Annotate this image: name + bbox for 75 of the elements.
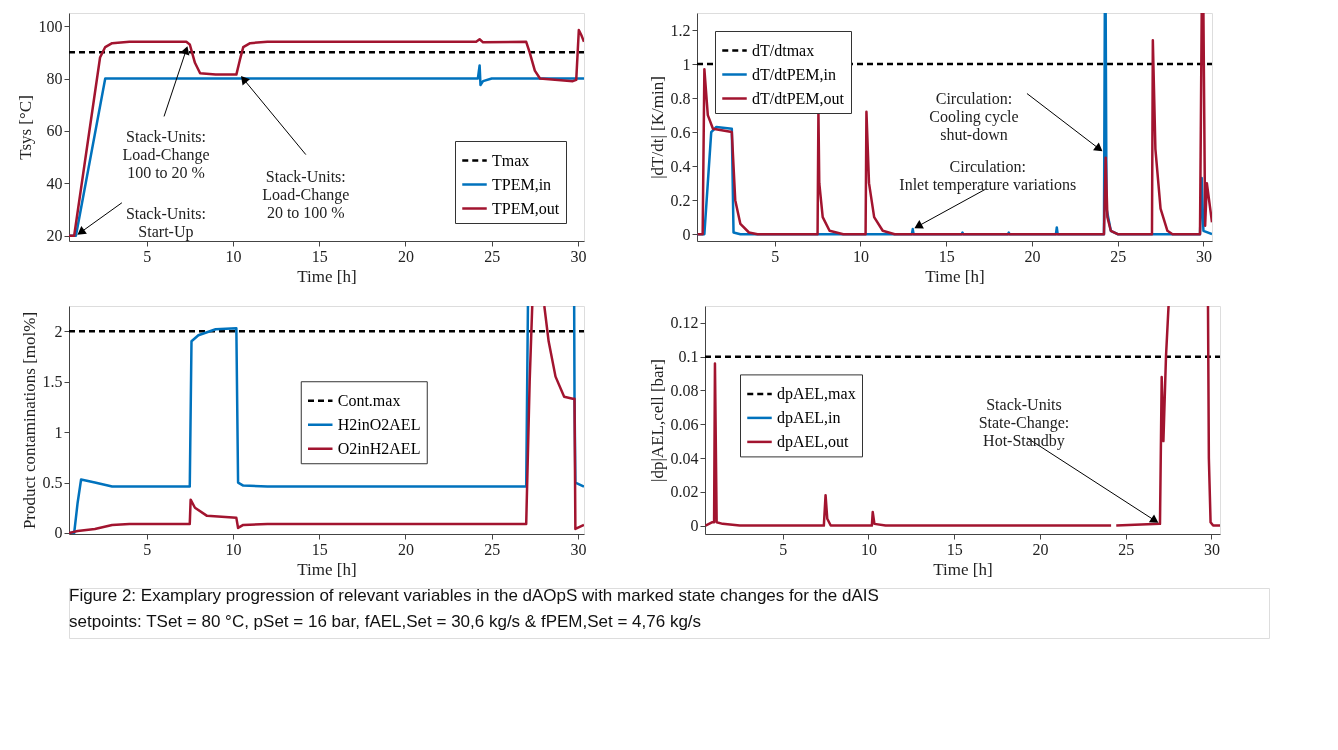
y-tick-label: 0 bbox=[682, 225, 691, 243]
x-axis-title: Time [h] bbox=[297, 559, 357, 579]
legend-label: Cont.max bbox=[337, 391, 401, 409]
y-tick-label: 0.08 bbox=[670, 381, 699, 399]
x-tick-label: 20 bbox=[1032, 540, 1049, 558]
x-tick-label: 10 bbox=[225, 540, 242, 558]
y-tick-label: 1 bbox=[682, 55, 691, 73]
legend-label: TPEM,out bbox=[492, 199, 560, 217]
legend-label: TPEM,in bbox=[492, 175, 552, 193]
x-tick-label: 30 bbox=[570, 540, 587, 558]
y-tick-label: 20 bbox=[46, 227, 63, 245]
y-tick-label: 0.4 bbox=[670, 157, 691, 175]
x-tick-label: 30 bbox=[1203, 540, 1220, 558]
y-tick-label: 0.5 bbox=[42, 474, 63, 492]
y-tick-label: 0.12 bbox=[670, 314, 699, 332]
x-tick-label: 25 bbox=[1110, 247, 1127, 265]
y-axis-title: Product contaminations [mol%] bbox=[19, 311, 39, 530]
legend-label: dT/dtPEM,out bbox=[752, 89, 845, 107]
caption: Figure 2: Examplary progression of relevant variables in the dAOpS with marked state changes for the dAIS setpoints: TSet = 80 °C, pSet = 16 bar, fAEL,Set = 30,6 kg/s & fPEM,Set = 4,76 kg/s bbox=[69, 586, 879, 631]
annotation: Stack-Units State-Change: Hot-Standby bbox=[978, 395, 1070, 450]
y-tick-label: 1.5 bbox=[42, 373, 63, 391]
x-tick-label: 15 bbox=[311, 247, 328, 265]
y-tick-label: 0 bbox=[54, 524, 63, 542]
annotation: Circulation: Cooling cycle shut-down bbox=[929, 89, 1019, 143]
y-tick-label: 60 bbox=[46, 122, 63, 140]
annotation: Stack-Units: Start-Up bbox=[125, 204, 206, 241]
y-tick-label: 0.6 bbox=[670, 123, 691, 141]
y-tick-label: 100 bbox=[38, 17, 63, 35]
x-tick-label: 20 bbox=[397, 540, 414, 558]
y-tick-label: 0.2 bbox=[670, 191, 691, 209]
x-axis-title: Time [h] bbox=[297, 266, 357, 286]
y-tick-label: 40 bbox=[46, 174, 63, 192]
y-tick-label: 0.06 bbox=[670, 415, 699, 433]
x-tick-label: 30 bbox=[570, 247, 587, 265]
x-tick-label: 10 bbox=[852, 247, 869, 265]
x-tick-label: 10 bbox=[225, 247, 242, 265]
legend-label: H2inO2AEL bbox=[337, 415, 421, 433]
legend-label: Tmax bbox=[492, 151, 530, 169]
y-axis-title: Tsys [°C] bbox=[15, 95, 35, 160]
x-tick-label: 5 bbox=[143, 247, 152, 265]
y-tick-label: 0 bbox=[690, 517, 699, 535]
legend-label: O2inH2AEL bbox=[337, 439, 421, 457]
x-tick-label: 25 bbox=[1118, 540, 1135, 558]
ref-line-label: dT/dtmax bbox=[752, 41, 815, 59]
legend-label: dpAEL,out bbox=[777, 432, 850, 451]
annotation: Circulation: Inlet temperature variations bbox=[899, 158, 1077, 195]
y-axis-title: |dT/dt| [K/min] bbox=[647, 76, 667, 179]
x-tick-label: 30 bbox=[1195, 247, 1212, 265]
legend-label: dpAEL,in bbox=[777, 408, 841, 427]
y-tick-label: 0.8 bbox=[670, 89, 691, 107]
annotation: Stack-Units: Load-Change 20 to 100 % bbox=[262, 167, 350, 221]
x-tick-label: 5 bbox=[771, 247, 780, 265]
y-axis-title: |dp|AEL,cell [bar] bbox=[647, 359, 667, 482]
x-axis-title: Time [h] bbox=[925, 266, 985, 286]
x-tick-label: 25 bbox=[484, 247, 501, 265]
y-tick-label: 1.2 bbox=[670, 21, 691, 39]
y-tick-label: 80 bbox=[46, 70, 63, 88]
x-tick-label: 5 bbox=[143, 540, 152, 558]
annotation: Stack-Units: Load-Change 100 to 20 % bbox=[122, 128, 210, 182]
y-tick-label: 0.04 bbox=[670, 449, 699, 467]
x-tick-label: 5 bbox=[779, 540, 788, 558]
x-tick-label: 25 bbox=[484, 540, 501, 558]
y-tick-label: 2 bbox=[54, 322, 63, 340]
y-tick-label: 1 bbox=[54, 423, 63, 441]
y-tick-label: 0.1 bbox=[678, 348, 699, 366]
x-axis-title: Time [h] bbox=[933, 559, 993, 579]
x-tick-label: 20 bbox=[1024, 247, 1041, 265]
legend-label: dpAEL,max bbox=[777, 384, 856, 403]
x-tick-label: 15 bbox=[311, 540, 328, 558]
x-tick-label: 15 bbox=[938, 247, 955, 265]
x-tick-label: 10 bbox=[860, 540, 877, 558]
x-tick-label: 15 bbox=[946, 540, 963, 558]
y-tick-label: 0.02 bbox=[670, 483, 699, 501]
legend-label: dT/dtPEM,in bbox=[752, 65, 837, 83]
x-tick-label: 20 bbox=[397, 247, 414, 265]
